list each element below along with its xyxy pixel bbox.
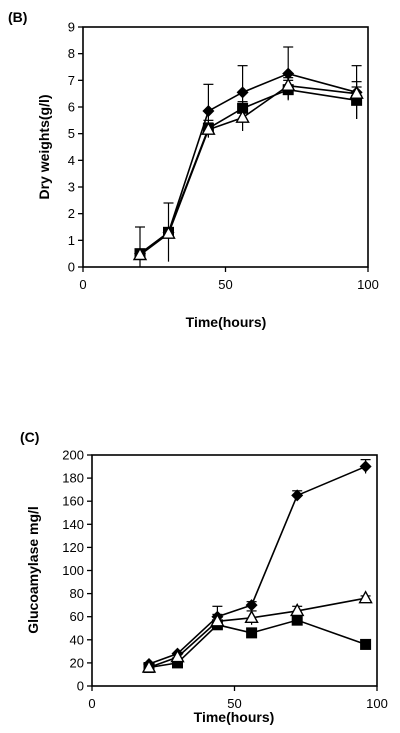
data-point-diamond bbox=[291, 489, 304, 502]
data-point-diamond bbox=[282, 67, 295, 80]
y-tick-label: 180 bbox=[62, 471, 84, 486]
y-tick-label: 40 bbox=[70, 632, 84, 647]
series-line-diamond bbox=[139, 72, 357, 255]
y-tick-label: 0 bbox=[68, 260, 75, 275]
panel-title-b: (B) bbox=[8, 9, 27, 25]
data-point-triangle bbox=[170, 649, 185, 663]
data-point-triangle bbox=[235, 109, 250, 123]
data-point-triangle bbox=[161, 225, 176, 239]
axis-ticks-b: 0 1 2 3 4 5 6 7 8 9 0 50 100 bbox=[68, 20, 379, 293]
y-tick-label: 5 bbox=[68, 126, 75, 141]
data-point-square bbox=[360, 638, 372, 650]
x-tick-label: 100 bbox=[366, 696, 388, 711]
y-tick-label: 9 bbox=[68, 20, 75, 35]
chart-panel-b: (B) Time(hours) Dry weights(g/l) 0 1 2 3 4 5 6… bbox=[8, 9, 379, 330]
panel-title-c: (C) bbox=[20, 429, 39, 445]
data-point-square bbox=[291, 614, 303, 626]
y-tick-label: 0 bbox=[77, 679, 84, 694]
series-line-diamond bbox=[148, 465, 366, 665]
data-point-diamond bbox=[245, 599, 258, 612]
data-point-square bbox=[172, 657, 183, 669]
y-tick-label: 160 bbox=[62, 494, 84, 509]
y-tick-label: 60 bbox=[70, 609, 84, 624]
data-point-square bbox=[246, 627, 258, 639]
chart-panel-c: (C) Time(hours) Glucoamylase mg/l 0 20 40 6… bbox=[20, 429, 388, 725]
x-tick-label: 50 bbox=[218, 277, 232, 292]
plot-area-b bbox=[82, 26, 369, 268]
x-tick-label: 100 bbox=[357, 277, 379, 292]
y-tick-label: 6 bbox=[68, 100, 75, 115]
data-marks-c bbox=[141, 459, 373, 674]
data-point-diamond bbox=[359, 460, 372, 473]
y-tick-label: 100 bbox=[62, 563, 84, 578]
y-tick-label: 120 bbox=[62, 540, 84, 555]
y-tick-label: 1 bbox=[68, 233, 75, 248]
data-point-triangle bbox=[281, 77, 296, 91]
data-point-triangle bbox=[349, 85, 364, 99]
y-tick-label: 20 bbox=[70, 655, 84, 670]
plot-area-c bbox=[91, 454, 378, 687]
y-tick-label: 200 bbox=[62, 448, 84, 463]
data-point-triangle bbox=[141, 659, 157, 673]
y-tick-label: 80 bbox=[70, 586, 84, 601]
data-point-diamond bbox=[236, 86, 249, 99]
data-point-triangle bbox=[244, 609, 259, 624]
axis-ticks-c: 0 20 40 60 80 100 120 140 160 180 200 0 50 100 bbox=[62, 448, 388, 712]
data-point-diamond bbox=[202, 105, 215, 117]
x-tick-label: 50 bbox=[227, 696, 241, 711]
y-tick-label: 8 bbox=[68, 46, 75, 61]
x-tick-label: 0 bbox=[79, 277, 86, 292]
y-axis-label-c: Glucoamylase mg/l bbox=[25, 506, 41, 634]
y-tick-label: 3 bbox=[68, 180, 75, 195]
y-tick-label: 140 bbox=[62, 517, 84, 532]
data-point-triangle bbox=[132, 247, 148, 261]
y-tick-label: 2 bbox=[68, 206, 75, 221]
data-point-triangle bbox=[358, 590, 373, 604]
y-axis-label-b: Dry weights(g/l) bbox=[36, 94, 52, 199]
data-point-triangle bbox=[201, 121, 216, 135]
data-point-triangle bbox=[210, 613, 225, 627]
x-tick-label: 0 bbox=[88, 696, 95, 711]
data-marks-b bbox=[132, 46, 364, 267]
x-axis-label-b: Time(hours) bbox=[186, 314, 267, 330]
y-tick-label: 7 bbox=[68, 73, 75, 88]
data-point-triangle bbox=[290, 602, 305, 617]
x-axis-label-c: Time(hours) bbox=[194, 709, 275, 725]
y-tick-label: 4 bbox=[68, 153, 75, 168]
